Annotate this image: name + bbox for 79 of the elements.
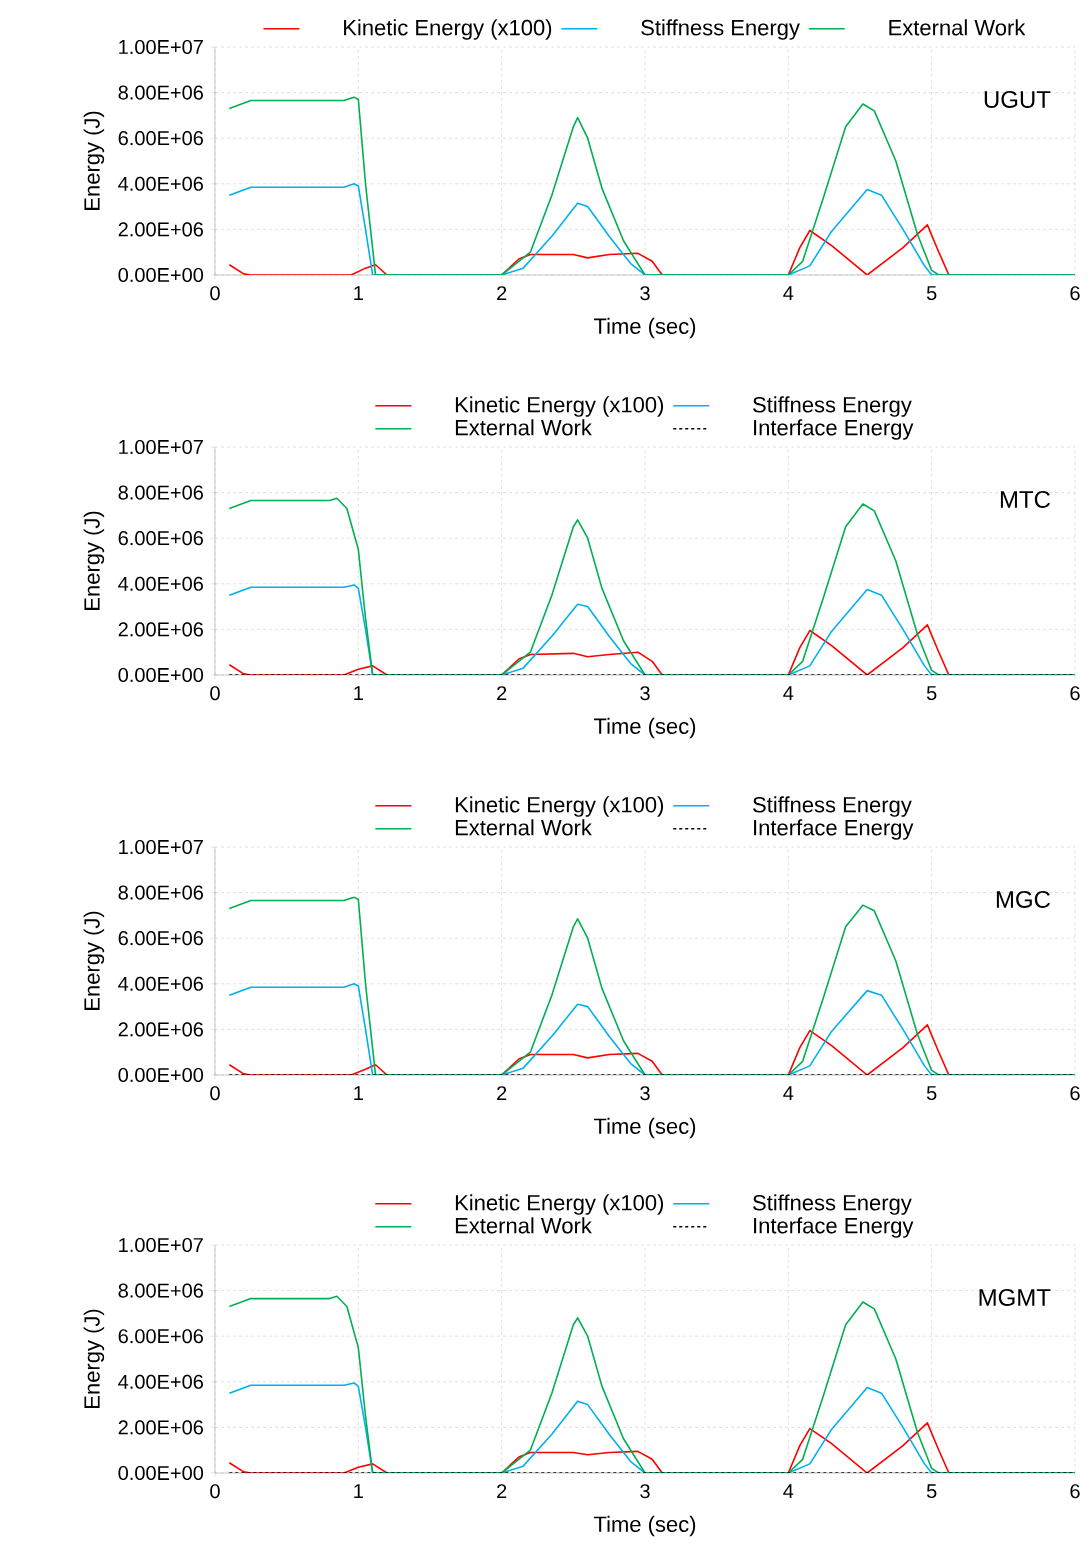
- x-tick-label: 3: [640, 1484, 650, 1499]
- y-tick-label: 1.00E+07: [119, 1237, 203, 1253]
- y-tick-label: 0.00E+00: [118, 667, 204, 683]
- x-tick-label: 0: [210, 286, 220, 301]
- y-tick-label: 1.00E+07: [119, 439, 203, 455]
- x-tick-label: 5: [926, 686, 937, 701]
- x-tick-label: 6: [1070, 1086, 1080, 1101]
- x-tick-label: 0: [210, 1484, 220, 1499]
- annotation: MGC: [996, 890, 1051, 908]
- y-tick-label: 4.00E+06: [118, 1374, 203, 1389]
- y-tick-label: 1.00E+07: [119, 39, 203, 55]
- y-tick-label: 2.00E+06: [118, 222, 203, 237]
- y-tick-label: 1.00E+07: [119, 839, 203, 855]
- x-tick-label: 4: [783, 1086, 794, 1100]
- x-tick-label: 6: [1070, 286, 1080, 301]
- legend-label: Kinetic Energy (x100): [455, 396, 664, 417]
- x-tick-label: 5: [926, 1484, 937, 1499]
- y-tick-label: 2.00E+06: [118, 1022, 203, 1037]
- x-tick-label: 1: [354, 1086, 363, 1100]
- x-tick-label: 1: [354, 686, 363, 700]
- y-axis-title: Energy (J): [83, 511, 105, 610]
- x-tick-label: 6: [1070, 1484, 1080, 1499]
- x-tick-label: 2: [497, 1484, 507, 1499]
- x-tick-label: 2: [497, 1086, 507, 1101]
- y-tick-label: 0.00E+00: [118, 1067, 204, 1083]
- legend-label: Kinetic Energy (x100): [455, 1194, 664, 1215]
- y-tick-label: 6.00E+06: [118, 1329, 203, 1344]
- x-tick-label: 5: [926, 286, 937, 301]
- legend-label: Kinetic Energy (x100): [344, 19, 552, 40]
- legend-label: External Work: [455, 819, 592, 836]
- annotation: UGUT: [984, 90, 1051, 108]
- x-tick-label: 6: [1070, 686, 1080, 701]
- legend-label: External Work: [889, 19, 1026, 36]
- legend-label: Stiffness Energy: [641, 19, 800, 40]
- x-tick-label: 2: [497, 286, 507, 301]
- y-tick-label: 4.00E+06: [118, 976, 203, 991]
- y-axis-title: Energy (J): [83, 911, 105, 1010]
- x-tick-label: 1: [354, 286, 363, 300]
- legend-label: External Work: [455, 419, 592, 436]
- x-axis-title: Time (sec): [593, 1117, 696, 1139]
- y-tick-label: 2.00E+06: [118, 1420, 203, 1435]
- legend-label: External Work: [455, 1217, 592, 1234]
- legend-label: Stiffness Energy: [753, 396, 912, 417]
- x-tick-label: 0: [210, 686, 220, 701]
- x-tick-label: 1: [354, 1484, 363, 1498]
- y-tick-label: 6.00E+06: [118, 931, 203, 946]
- y-axis-title: Energy (J): [83, 111, 105, 210]
- y-tick-label: 8.00E+06: [118, 885, 203, 900]
- x-tick-label: 3: [640, 686, 650, 701]
- y-tick-label: 6.00E+06: [118, 131, 203, 146]
- x-tick-label: 0: [210, 1086, 220, 1101]
- legend-label: Kinetic Energy (x100): [455, 796, 664, 817]
- x-tick-label: 4: [783, 286, 794, 300]
- y-tick-label: 0.00E+00: [118, 1465, 204, 1481]
- y-tick-label: 8.00E+06: [118, 1283, 203, 1298]
- legend-label: Interface Energy: [754, 819, 914, 840]
- legend-label: Stiffness Energy: [753, 1194, 912, 1215]
- y-tick-label: 2.00E+06: [118, 622, 203, 637]
- y-axis-title: Energy (J): [83, 1309, 105, 1408]
- y-tick-label: 8.00E+06: [118, 485, 203, 500]
- y-tick-label: 0.00E+00: [118, 267, 204, 283]
- x-tick-label: 2: [497, 686, 507, 701]
- x-tick-label: 3: [640, 286, 650, 301]
- annotation: MTC: [1000, 490, 1051, 508]
- x-axis-title: Time (sec): [593, 1515, 696, 1537]
- x-tick-label: 4: [783, 1484, 794, 1498]
- y-tick-label: 6.00E+06: [118, 531, 203, 546]
- legend-label: Stiffness Energy: [753, 796, 912, 817]
- x-tick-label: 5: [926, 1086, 937, 1101]
- x-tick-label: 3: [640, 1086, 650, 1101]
- x-tick-label: 4: [783, 686, 794, 700]
- annotation: MGMT: [979, 1288, 1051, 1306]
- x-axis-title: Time (sec): [593, 717, 696, 739]
- y-tick-label: 4.00E+06: [118, 176, 203, 191]
- x-axis-title: Time (sec): [593, 317, 696, 339]
- y-tick-label: 8.00E+06: [118, 85, 203, 100]
- legend-label: Interface Energy: [754, 419, 914, 440]
- y-tick-label: 4.00E+06: [118, 576, 203, 591]
- legend-label: Interface Energy: [754, 1217, 914, 1238]
